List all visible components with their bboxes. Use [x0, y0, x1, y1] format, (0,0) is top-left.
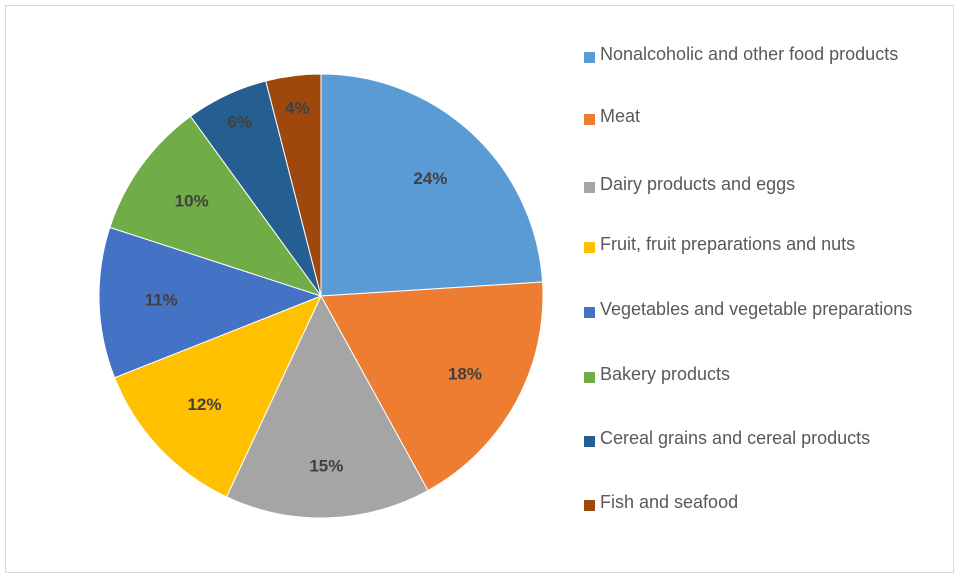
slice-percent-label: 12% — [187, 395, 221, 414]
legend-label: Vegetables and vegetable preparations — [600, 299, 913, 319]
legend-swatch — [584, 242, 595, 253]
legend-item: Vegetables and vegetable preparations — [584, 299, 949, 323]
pie-slice — [320, 281, 544, 492]
legend-label: Fruit, fruit preparations and nuts — [600, 234, 856, 254]
slice-percent-label: 11% — [145, 291, 178, 310]
legend-item: Bakery products — [584, 364, 949, 388]
legend-swatch — [584, 307, 595, 318]
pie-slice — [320, 73, 544, 297]
legend-item: Nonalcoholic and other food products — [584, 44, 949, 68]
legend-item: Meat — [584, 106, 949, 130]
legend-label: Fish and seafood — [600, 492, 739, 512]
legend-label: Cereal grains and cereal products — [600, 428, 871, 448]
legend-item: Cereal grains and cereal products — [584, 428, 949, 452]
pie-slice — [109, 115, 323, 297]
legend-swatch — [584, 500, 595, 511]
slice-percent-label: 18% — [448, 365, 482, 384]
legend-swatch — [584, 182, 595, 193]
pie-slice — [265, 73, 322, 297]
slice-percent-label: 4% — [285, 98, 310, 117]
legend-label: Dairy products and eggs — [600, 174, 796, 194]
legend-swatch — [584, 372, 595, 383]
legend-item: Dairy products and eggs — [584, 174, 949, 198]
pie-chart: 24% 18% 15% 12% 11% 10% 6% 4% — [98, 73, 544, 519]
legend-swatch — [584, 52, 595, 63]
pie-slice — [113, 295, 322, 498]
legend-item: Fruit, fruit preparations and nuts — [584, 234, 949, 258]
slice-percent-label: 24% — [413, 169, 447, 188]
chart-area: 24% 18% 15% 12% 11% 10% 6% 4% Nonalcoholic and … — [5, 5, 954, 573]
slice-percent-label: 10% — [175, 192, 209, 211]
legend-swatch — [584, 114, 595, 125]
legend-label: Meat — [600, 106, 641, 126]
legend-item: Fish and seafood — [584, 492, 949, 516]
slice-percent-label: 6% — [227, 113, 252, 132]
legend-swatch — [584, 436, 595, 447]
pie-slice — [98, 226, 323, 379]
slice-percent-label: 15% — [309, 456, 343, 475]
legend-label: Bakery products — [600, 364, 731, 384]
pie-slice — [225, 294, 429, 519]
legend-label: Nonalcoholic and other food products — [600, 44, 899, 64]
